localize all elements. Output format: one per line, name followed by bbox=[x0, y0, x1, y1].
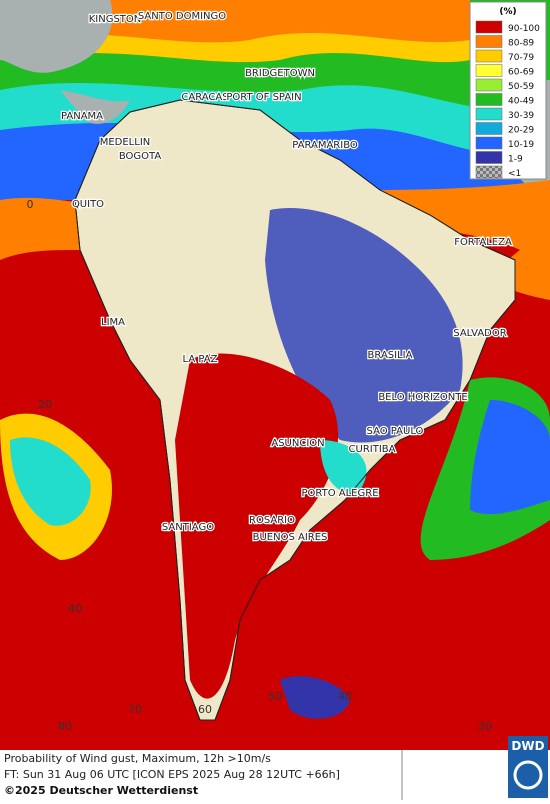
legend-swatch bbox=[475, 64, 503, 77]
land-gray bbox=[60, 90, 130, 124]
city-label: QUITO bbox=[72, 199, 104, 210]
legend-label: 50-59 bbox=[508, 82, 534, 92]
coastline bbox=[74, 99, 516, 721]
city-label: CURITIBA bbox=[349, 444, 396, 455]
legend-swatch bbox=[475, 122, 503, 135]
footer-bg bbox=[0, 750, 550, 800]
band bbox=[0, 0, 470, 43]
legend-swatch bbox=[475, 151, 503, 164]
legend-swatch bbox=[475, 20, 503, 34]
city-label: BRIDGETOWN bbox=[245, 68, 315, 79]
logo-icon bbox=[513, 760, 543, 790]
city-label: BRASILIA bbox=[368, 350, 413, 361]
city-label: PORT OF SPAIN bbox=[226, 92, 301, 103]
city-label: FORTALEZA bbox=[454, 237, 512, 248]
graticule-label: 80 bbox=[58, 720, 72, 733]
city-label: KINGSTON bbox=[89, 14, 142, 25]
graticule-label: 40 bbox=[338, 690, 352, 703]
legend-swatch bbox=[475, 35, 503, 48]
legend-label: 40-49 bbox=[508, 97, 534, 107]
legend-label: 30-39 bbox=[508, 111, 534, 121]
legend-swatch bbox=[475, 78, 503, 92]
city-label: BOGOTA bbox=[119, 151, 162, 162]
legend-label: <1 bbox=[508, 169, 521, 179]
city-label: SAO PAULO bbox=[367, 426, 424, 437]
red-area bbox=[175, 353, 339, 699]
graticule-label: 20 bbox=[38, 398, 52, 411]
copyright: ©2025 Deutscher Wetterdienst bbox=[4, 784, 198, 797]
footer-line: Probability of Wind gust, Maximum, 12h >… bbox=[4, 752, 271, 765]
footer-line: FT: Sun 31 Aug 06 UTC [ICON EPS 2025 Aug… bbox=[4, 768, 340, 781]
blue-area bbox=[265, 208, 463, 443]
band bbox=[10, 437, 91, 526]
legend-label: 20-29 bbox=[508, 126, 534, 136]
city-label: ASUNCION bbox=[271, 438, 324, 449]
city-label: ROSARIO bbox=[249, 515, 295, 526]
legend-swatch bbox=[475, 165, 503, 179]
city-label: PANAMA bbox=[61, 111, 103, 122]
graticule-label: 30 bbox=[478, 720, 492, 733]
legend-label: 10-19 bbox=[508, 140, 534, 150]
graticule-label: 60 bbox=[198, 703, 212, 716]
city-label: BUENOS AIRES bbox=[253, 532, 328, 543]
legend-swatch bbox=[475, 93, 503, 106]
city-label: MEDELLIN bbox=[100, 137, 151, 148]
band bbox=[470, 400, 550, 515]
city-label: PORTO ALEGRE bbox=[301, 488, 378, 499]
graticule-label: 70 bbox=[128, 703, 142, 716]
legend-swatch bbox=[475, 107, 503, 121]
land-gray bbox=[0, 0, 113, 73]
legend-label: 70-79 bbox=[508, 53, 534, 63]
legend-swatch bbox=[475, 136, 503, 150]
graticule-label: 0 bbox=[27, 198, 34, 211]
graticule-label: 40 bbox=[68, 602, 82, 615]
legend-label: 1-9 bbox=[508, 155, 523, 165]
logo: DWD bbox=[511, 739, 544, 753]
city-label: LIMA bbox=[101, 317, 125, 328]
legend-label: 90-100 bbox=[508, 24, 540, 34]
city-label: SALVADOR bbox=[453, 328, 506, 339]
legend-swatch bbox=[475, 49, 503, 63]
city-label: BELO HORIZONTE bbox=[378, 392, 467, 403]
band bbox=[280, 676, 350, 719]
band bbox=[320, 440, 367, 493]
city-label: PARAMARIBO bbox=[292, 140, 358, 151]
city-label: SANTO DOMINGO bbox=[138, 11, 226, 22]
legend-title: (%) bbox=[499, 7, 516, 17]
legend-label: 60-69 bbox=[508, 68, 534, 78]
city-label: CARACAS bbox=[181, 92, 228, 103]
map bbox=[0, 0, 550, 750]
city-label: LA PAZ bbox=[183, 354, 218, 365]
legend-label: 80-89 bbox=[508, 39, 534, 49]
city-label: SANTIAGO bbox=[162, 522, 214, 533]
graticule-label: 50 bbox=[268, 690, 282, 703]
legend: (%) 90-100 80-89 70-79 60-69 50-59 40-49 30-39… bbox=[469, 1, 547, 180]
